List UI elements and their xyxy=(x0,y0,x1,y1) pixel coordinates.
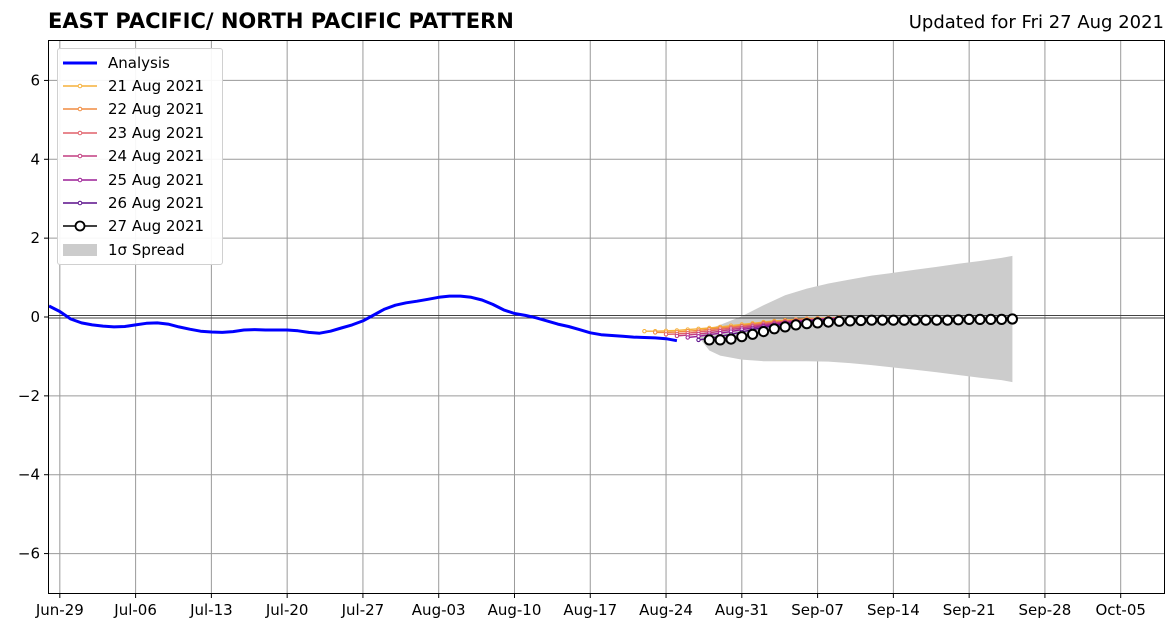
legend-swatch-forecast xyxy=(63,177,97,182)
chart-title: EAST PACIFIC/ NORTH PACIFIC PATTERN xyxy=(48,9,514,33)
data-point xyxy=(920,314,932,326)
legend-item-spread: 1σ Spread xyxy=(58,238,222,261)
legend-item-forecast: 25 Aug 2021 xyxy=(58,168,222,191)
data-point xyxy=(952,314,964,326)
data-point xyxy=(876,314,889,326)
y-tick-label: 4 xyxy=(30,150,40,168)
data-point xyxy=(898,314,910,326)
x-tick-label: Sep-21 xyxy=(943,601,996,619)
y-tick-label: −6 xyxy=(18,545,40,563)
data-point xyxy=(822,316,835,328)
data-point xyxy=(963,313,975,325)
data-point xyxy=(844,315,856,327)
data-point xyxy=(696,334,701,339)
data-point xyxy=(736,331,748,343)
y-tick-label: −4 xyxy=(18,466,40,484)
x-tick-label: Jul-06 xyxy=(113,601,157,619)
data-point xyxy=(642,329,647,334)
data-point xyxy=(887,314,900,326)
spread-area xyxy=(698,255,1013,383)
legend-swatch-spread xyxy=(63,243,97,256)
legend-swatch-forecast xyxy=(63,107,97,112)
data-point xyxy=(747,328,759,340)
legend-item-forecast: 21 Aug 2021 xyxy=(58,74,222,97)
x-tick-label: Sep-07 xyxy=(791,601,844,619)
x-tick-label: Jul-20 xyxy=(265,601,309,619)
data-point xyxy=(768,323,780,335)
legend-item-forecast: 23 Aug 2021 xyxy=(58,121,222,144)
data-point xyxy=(909,314,921,326)
legend-label: 26 Aug 2021 xyxy=(108,194,205,213)
x-tick-label: Jun-29 xyxy=(35,601,84,619)
data-point xyxy=(653,330,658,335)
data-point xyxy=(703,334,715,346)
data-point xyxy=(855,314,867,327)
legend-swatch-analysis xyxy=(63,61,97,65)
data-point xyxy=(674,333,680,339)
data-point xyxy=(696,337,701,343)
data-point xyxy=(790,319,802,331)
data-point xyxy=(996,313,1008,325)
x-tick-label: Aug-03 xyxy=(412,601,466,619)
data-point xyxy=(866,314,878,326)
series-markers xyxy=(642,313,1019,346)
x-axis-ticks: Jun-29 Jul-06 Jul-13 Jul-20 Jul-27 Aug-03 Aug-… xyxy=(35,593,1146,619)
data-point xyxy=(833,315,845,327)
legend-swatch-forecast xyxy=(63,200,97,206)
legend-label: 25 Aug 2021 xyxy=(108,170,205,189)
data-point xyxy=(974,313,986,325)
legend-swatch-forecast xyxy=(63,83,97,89)
y-tick-label: 6 xyxy=(30,71,40,89)
legend-item-forecast: 24 Aug 2021 xyxy=(58,145,222,168)
spread-band xyxy=(698,255,1013,383)
data-point xyxy=(985,313,997,325)
legend-label: 22 Aug 2021 xyxy=(108,100,205,119)
data-point xyxy=(801,318,813,330)
legend-label: 23 Aug 2021 xyxy=(108,123,205,142)
x-tick-label: Jul-27 xyxy=(341,601,385,619)
data-point xyxy=(725,333,737,345)
x-tick-label: Aug-10 xyxy=(488,601,542,619)
legend: Analysis 21 Aug 2021 22 Aug 2021 23 Aug … xyxy=(57,48,223,265)
legend-item-current: 27 Aug 2021 xyxy=(58,215,222,238)
legend-item-forecast: 26 Aug 2021 xyxy=(58,191,222,214)
legend-label: Analysis xyxy=(108,53,170,72)
legend-label: 1σ Spread xyxy=(108,240,185,259)
y-tick-label: −2 xyxy=(18,387,40,405)
legend-item-analysis: Analysis xyxy=(58,51,222,74)
x-tick-label: Aug-17 xyxy=(563,601,617,619)
x-tick-label: Jul-13 xyxy=(189,601,233,619)
legend-swatch-forecast xyxy=(63,130,97,136)
legend-item-forecast: 22 Aug 2021 xyxy=(58,98,222,121)
data-point xyxy=(685,335,690,340)
y-tick-label: 2 xyxy=(30,229,40,247)
legend-label: 27 Aug 2021 xyxy=(108,217,205,236)
y-axis-ticks: 6 4 2 0 −2 −4 −6 xyxy=(18,71,49,563)
data-point xyxy=(1006,313,1019,325)
x-tick-label: Oct-05 xyxy=(1095,601,1145,619)
data-point xyxy=(779,321,791,333)
legend-label: 21 Aug 2021 xyxy=(108,77,205,96)
data-point xyxy=(931,314,943,326)
data-point xyxy=(714,334,726,346)
x-tick-label: Aug-31 xyxy=(715,601,769,619)
legend-swatch-current xyxy=(63,221,97,232)
y-tick-label: 0 xyxy=(30,308,40,326)
x-tick-label: Aug-24 xyxy=(639,601,693,619)
data-point xyxy=(812,317,824,329)
data-point xyxy=(941,314,954,326)
series-line xyxy=(48,294,678,343)
legend-swatch-forecast xyxy=(63,153,97,159)
legend-label: 24 Aug 2021 xyxy=(108,147,205,166)
x-tick-label: Sep-14 xyxy=(867,601,920,619)
data-point xyxy=(663,332,669,337)
updated-label: Updated for Fri 27 Aug 2021 xyxy=(908,12,1164,33)
data-point xyxy=(757,326,770,338)
x-tick-label: Sep-28 xyxy=(1019,601,1072,619)
